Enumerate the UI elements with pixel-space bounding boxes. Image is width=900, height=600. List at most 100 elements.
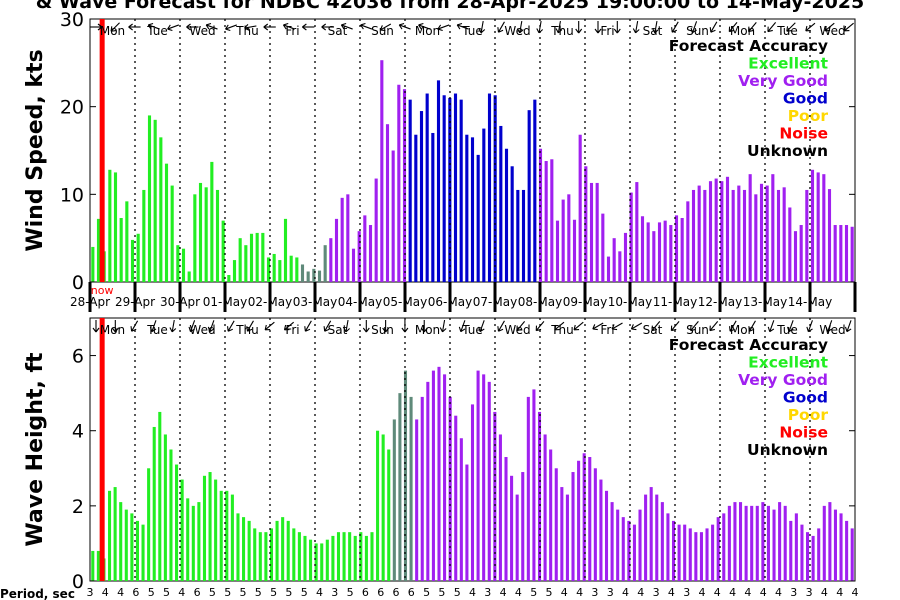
arrow-shaft <box>148 24 160 30</box>
data-bar <box>578 134 582 282</box>
data-bar <box>604 490 609 581</box>
period-value: 4 <box>821 586 828 599</box>
data-bar <box>482 128 486 282</box>
direction-arrow <box>555 20 563 34</box>
arrow-shaft <box>767 22 777 32</box>
data-bar <box>755 505 759 581</box>
data-bar <box>170 185 174 282</box>
direction-arrow <box>748 320 756 332</box>
direction-arrow <box>651 321 661 332</box>
direction-arrow <box>437 24 450 32</box>
arrow-shaft <box>671 21 679 33</box>
data-bar <box>402 89 407 282</box>
direction-arrow <box>282 22 295 30</box>
data-bar <box>725 176 730 282</box>
direction-arrow <box>843 22 854 32</box>
period-value: 5 <box>454 586 461 599</box>
day-label: Wed <box>504 24 530 38</box>
arrow-shaft <box>284 321 295 331</box>
direction-arrow <box>360 22 373 30</box>
period-value: 5 <box>438 586 445 599</box>
arrow-head <box>343 327 350 333</box>
arrow-head <box>670 325 677 332</box>
period-value: 4 <box>760 586 767 599</box>
data-bar <box>499 125 503 282</box>
arrow-head <box>246 326 253 332</box>
data-bar <box>616 509 620 581</box>
data-bar <box>504 148 509 282</box>
data-bar <box>368 225 373 282</box>
day-label: Thu <box>550 24 574 38</box>
arrow-shaft <box>283 24 295 30</box>
direction-arrow <box>111 320 119 333</box>
data-bar <box>782 187 786 282</box>
arrow-shaft <box>171 319 175 333</box>
data-bar <box>314 543 318 581</box>
data-bar <box>210 161 214 282</box>
x-day-marker <box>223 282 227 312</box>
data-bar <box>414 134 418 282</box>
data-bar <box>748 174 752 282</box>
data-bar <box>331 535 335 581</box>
data-bar <box>108 169 112 282</box>
data-bar <box>91 246 95 282</box>
legend-title: Forecast Accuracy <box>669 336 828 354</box>
data-bar <box>759 183 764 282</box>
data-bar <box>582 453 586 581</box>
arrow-shaft <box>167 24 180 30</box>
arrow-head <box>92 327 100 333</box>
arrow-shaft <box>497 21 505 33</box>
data-bar <box>227 274 231 282</box>
legend-item: Poor <box>788 406 829 424</box>
data-bar <box>521 189 526 282</box>
data-bar <box>671 520 676 581</box>
direction-arrow <box>420 320 428 333</box>
data-bar <box>470 404 475 581</box>
arrow-head <box>709 325 715 332</box>
data-bar <box>108 490 112 581</box>
arrow-shaft <box>654 20 658 34</box>
data-bar <box>336 532 341 581</box>
data-bar <box>711 524 715 581</box>
arrow-head <box>321 23 327 31</box>
arrow-head <box>652 28 659 34</box>
day-label: Sun <box>371 24 394 38</box>
data-bar <box>708 181 713 282</box>
direction-arrow <box>748 22 757 33</box>
data-bar <box>242 517 246 581</box>
direction-arrow <box>729 320 737 332</box>
data-bar <box>646 222 650 282</box>
direction-arrow <box>382 320 390 333</box>
data-bar <box>482 374 486 581</box>
data-bar <box>286 520 290 581</box>
arrow-shaft <box>516 321 526 331</box>
day-label: Mon <box>730 323 755 337</box>
data-bar <box>674 215 679 282</box>
data-bar <box>230 494 234 581</box>
y-tick-label: 0 <box>72 272 84 294</box>
legend-item: Very Good <box>738 72 828 90</box>
arrow-shaft <box>206 24 218 30</box>
arrow-head <box>205 22 212 30</box>
direction-arrow <box>611 322 623 331</box>
period-value: 4 <box>775 586 782 599</box>
arrow-head <box>690 325 696 332</box>
data-bar <box>163 434 167 581</box>
data-bar <box>340 197 344 282</box>
period-value: 5 <box>347 586 354 599</box>
x-day-marker <box>808 282 812 312</box>
arrow-head <box>207 326 215 333</box>
data-bar <box>839 225 843 282</box>
data-bar <box>215 189 220 282</box>
day-label: Sat <box>328 323 348 337</box>
data-bar <box>550 159 554 282</box>
data-bar <box>425 93 429 283</box>
day-label: Fri <box>600 323 614 337</box>
arrow-head <box>382 327 390 333</box>
arrow-head <box>302 23 307 31</box>
direction-arrow <box>110 22 120 32</box>
data-bar <box>208 472 212 581</box>
arrow-shaft <box>827 320 833 332</box>
data-bar <box>738 502 743 581</box>
